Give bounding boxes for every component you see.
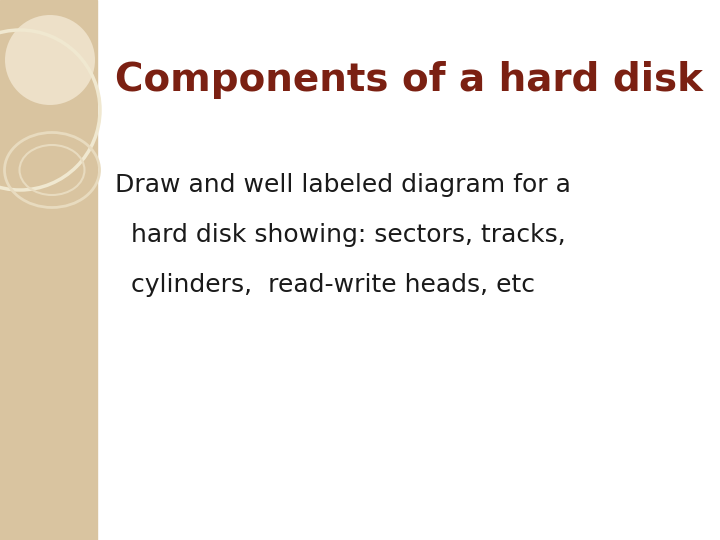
- Text: Draw and well labeled diagram for a: Draw and well labeled diagram for a: [115, 173, 571, 197]
- Bar: [0, 0, 97, 540]
- Ellipse shape: [5, 15, 95, 105]
- Text: hard disk showing: sectors, tracks,: hard disk showing: sectors, tracks,: [115, 223, 566, 247]
- Text: cylinders,  read-write heads, etc: cylinders, read-write heads, etc: [115, 273, 535, 297]
- Text: Components of a hard disk: Components of a hard disk: [115, 61, 703, 99]
